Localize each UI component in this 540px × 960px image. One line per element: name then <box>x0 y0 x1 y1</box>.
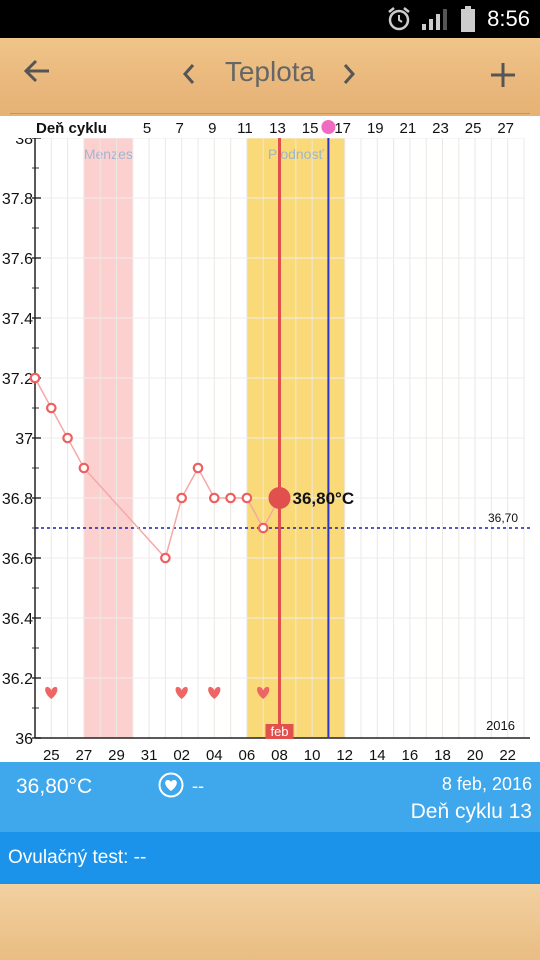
date-tick-label: 27 <box>76 747 93 762</box>
heart-icon <box>208 686 221 699</box>
next-icon[interactable] <box>340 60 358 94</box>
y-tick-label: 36.2 <box>2 671 33 688</box>
y-tick-label: 36 <box>15 731 33 748</box>
month-label: feb <box>270 724 288 739</box>
cycle-day-label: 25 <box>465 120 482 137</box>
cycle-day-label: 17 <box>334 120 351 137</box>
year-label: 2016 <box>486 718 515 733</box>
month-tag <box>265 724 294 739</box>
band-label-0: Menzes <box>84 146 133 162</box>
ovulation-test-text: Ovulačný test: -- <box>8 847 147 868</box>
cover-line-label: 36,70 <box>488 511 518 525</box>
temperature-point <box>209 492 220 504</box>
cycle-day-label: 15 <box>302 120 319 137</box>
date-tick-label: 12 <box>336 747 353 762</box>
status-time: 8:56 <box>487 6 530 31</box>
y-tick-label: 36.6 <box>2 551 33 568</box>
prev-icon[interactable] <box>180 60 198 94</box>
appbar-divider <box>10 113 530 114</box>
date-tick-label: 29 <box>108 747 125 762</box>
signal-icon <box>420 8 450 35</box>
back-arrow-icon[interactable] <box>22 56 52 94</box>
y-tick-label: 36.8 <box>2 491 33 508</box>
cycle-day-label: 19 <box>367 120 384 137</box>
cycle-day-label: 7 <box>176 120 184 137</box>
heart-circle-icon[interactable] <box>158 772 184 803</box>
date-tick-label: 10 <box>304 747 321 762</box>
alarm-icon <box>386 7 412 36</box>
date-tick-label: 22 <box>499 747 516 762</box>
battery-icon <box>460 6 476 37</box>
temperature-point <box>241 492 253 504</box>
selected-point-label: 36,80°C <box>293 489 355 508</box>
temperature-point <box>160 552 171 564</box>
temperature-chart[interactable]: Menzes Plodnosť 38 37.8 37.6 37.4 37.2 37 36.8 36… <box>0 116 540 764</box>
y-tick-label: 37.6 <box>2 251 33 268</box>
temperature-point <box>192 462 204 474</box>
ovulation-test-bar[interactable]: Ovulačný test: -- <box>0 832 540 884</box>
ovulation-marker-icon <box>321 120 336 134</box>
info-cycle-day: Deň cyklu 13 <box>410 800 532 823</box>
info-date: 8 feb, 2016 <box>441 774 532 794</box>
y-tick-label: 37 <box>15 431 33 448</box>
status-bar: 8:56 <box>0 0 540 38</box>
cycle-day-label: 13 <box>269 120 286 137</box>
date-tick-label: 02 <box>173 747 190 762</box>
temperature-point <box>29 372 41 384</box>
temperature-point <box>257 522 269 534</box>
date-tick-label: 04 <box>206 747 223 762</box>
footer-wood <box>0 884 540 960</box>
date-tick-label: 14 <box>369 747 386 762</box>
cycle-header-label: Deň cyklu <box>36 120 107 137</box>
page-title: Teplota <box>224 56 316 87</box>
cycle-day-label: 5 <box>143 120 151 137</box>
date-tick-label: 06 <box>239 747 256 762</box>
cycle-day-label: 23 <box>432 120 449 137</box>
heart-icon <box>175 686 188 699</box>
cycle-day-label: 11 <box>237 120 253 137</box>
temperature-point <box>78 462 90 474</box>
app-bar: Teplota <box>0 38 540 116</box>
cycle-day-label: 21 <box>400 120 417 137</box>
cycle-day-label: 9 <box>208 120 216 137</box>
temperature-point <box>45 402 57 414</box>
y-tick-label: 36.4 <box>2 611 33 628</box>
date-tick-label: 20 <box>467 747 484 762</box>
y-tick-label: 37.4 <box>2 311 33 328</box>
temperature-line <box>34 377 281 560</box>
date-tick-label: 25 <box>43 747 60 762</box>
date-tick-label: 08 <box>271 747 288 762</box>
info-bar[interactable]: 36,80°C -- 8 feb, 2016 Deň cyklu 13 <box>0 762 540 832</box>
temperature-point <box>225 492 236 504</box>
y-tick-label: 37.2 <box>2 371 33 388</box>
date-tick-label: 16 <box>402 747 419 762</box>
heart-icon <box>45 686 58 699</box>
date-tick-label: 31 <box>141 747 158 762</box>
selected-point <box>268 487 291 509</box>
cycle-day-label: 27 <box>497 120 514 137</box>
cycle-header-bg <box>0 116 540 138</box>
date-tick-label: 18 <box>434 747 451 762</box>
heart-icon <box>257 686 270 699</box>
info-temperature: 36,80°C <box>16 775 93 798</box>
temperature-point <box>176 492 187 504</box>
y-tick-label: 37.8 <box>2 191 33 208</box>
chart-svg[interactable]: Menzes Plodnosť3837.837.637.437.23736.836… <box>0 116 540 764</box>
add-icon[interactable] <box>488 60 518 98</box>
info-intercourse: -- <box>192 776 204 796</box>
temperature-point <box>62 432 73 444</box>
